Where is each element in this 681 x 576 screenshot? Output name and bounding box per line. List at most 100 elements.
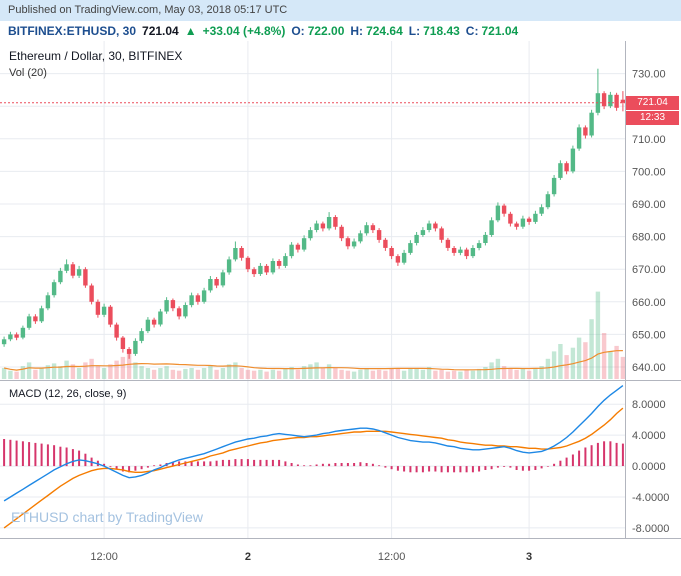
- candle-body: [70, 264, 76, 276]
- volume-bar: [533, 368, 538, 379]
- symbol-name[interactable]: BITFINEX:ETHUSD, 30: [8, 24, 137, 38]
- candle-body: [301, 238, 307, 250]
- macd-histogram-bar: [171, 462, 174, 467]
- candle-body: [51, 282, 57, 296]
- macd-histogram-bar: [140, 466, 143, 470]
- time-axis[interactable]: [0, 538, 681, 576]
- candle-body: [433, 223, 438, 229]
- candle-body: [508, 213, 513, 224]
- macd-histogram-bar: [396, 466, 399, 471]
- macd-histogram-bar: [271, 459, 274, 467]
- ohlc-open: O: 722.00: [291, 21, 344, 41]
- macd-histogram-bar: [296, 464, 299, 466]
- volume-bar: [295, 369, 301, 379]
- macd-histogram-bar: [521, 466, 524, 471]
- candle-body: [576, 127, 582, 149]
- low-value: 718.43: [423, 24, 460, 38]
- volume-bar: [476, 368, 482, 379]
- volume-bar: [33, 369, 38, 379]
- volume-bar: [239, 368, 244, 379]
- macd-histogram-bar: [284, 461, 287, 466]
- macd-histogram-bar: [353, 463, 356, 467]
- candle-body: [270, 261, 276, 273]
- candle-body: [245, 257, 251, 270]
- volume-bar: [101, 368, 107, 379]
- candle-body: [558, 163, 563, 178]
- volume-bar: [208, 366, 213, 379]
- macd-histogram-bar: [471, 466, 474, 473]
- high-value: 724.64: [366, 24, 403, 38]
- candle-body: [601, 93, 607, 107]
- macd-histogram-bar: [128, 466, 131, 473]
- volume-bar: [326, 364, 332, 379]
- macd-histogram-bar: [415, 466, 418, 473]
- candle-body: [526, 218, 532, 222]
- macd-histogram-bar: [196, 461, 199, 466]
- candle-body: [145, 319, 151, 332]
- macd-histogram-bar: [259, 459, 262, 467]
- volume-bar: [414, 368, 419, 379]
- candle-body: [326, 217, 332, 229]
- candle-body: [358, 233, 363, 242]
- macd-histogram-bar: [253, 459, 256, 467]
- candle-body: [620, 99, 626, 103]
- macd-histogram-bar: [446, 466, 449, 473]
- volume-bar: [176, 370, 182, 379]
- volume-bar: [133, 362, 138, 379]
- macd-histogram-bar: [303, 465, 306, 467]
- volume-bar: [120, 356, 126, 379]
- volume-bar: [408, 368, 413, 379]
- volume-bar: [1, 368, 7, 379]
- candle-body: [1, 339, 7, 345]
- candle-body: [8, 334, 13, 340]
- volume-bar: [39, 368, 44, 379]
- macd-histogram-bar: [378, 465, 381, 467]
- volume-bar: [351, 371, 357, 379]
- macd-histogram-bar: [115, 466, 118, 470]
- macd-histogram-bar: [515, 466, 518, 470]
- candle-body: [120, 337, 126, 349]
- last-price-badge: 721.04: [626, 96, 679, 110]
- candle-body: [20, 327, 26, 338]
- price-tick-label: 660.00: [632, 297, 666, 309]
- macd-histogram-bar: [421, 466, 424, 473]
- volume-bar: [345, 370, 351, 379]
- candle-body: [345, 238, 351, 247]
- candle-body: [208, 279, 213, 291]
- published-bar: Published on TradingView.com, May 03, 20…: [0, 0, 681, 21]
- macd-histogram-bar: [503, 466, 506, 467]
- price-tick-label: 730.00: [632, 69, 666, 81]
- candle-body: [283, 256, 288, 266]
- candle-body: [495, 205, 501, 221]
- macd-histogram-bar: [559, 460, 562, 467]
- macd-histogram-bar: [384, 466, 387, 468]
- candle-body: [470, 248, 476, 257]
- macd-histogram-bar: [334, 463, 337, 467]
- volume-bar: [170, 369, 176, 379]
- candle-body: [289, 244, 294, 257]
- candle-body: [295, 244, 301, 250]
- volume-bar: [520, 368, 526, 379]
- volume-bar: [376, 369, 382, 379]
- volume-bar: [8, 370, 13, 379]
- candle-body: [401, 252, 407, 263]
- volume-bar: [51, 363, 57, 379]
- candle-body: [458, 249, 463, 253]
- macd-histogram-bar: [346, 463, 349, 467]
- macd-histogram-bar: [534, 466, 537, 470]
- candle-body: [395, 256, 401, 263]
- volume-bar: [539, 366, 544, 379]
- volume-bar: [283, 368, 288, 379]
- volume-bar: [95, 366, 101, 379]
- volume-bar: [245, 369, 251, 379]
- price-tick-label: 650.00: [632, 329, 666, 341]
- macd-histogram-bar: [65, 447, 68, 467]
- candle-body: [314, 223, 319, 230]
- candle-body: [264, 265, 269, 273]
- macd-histogram-bar: [553, 463, 556, 467]
- macd-histogram-bar: [190, 461, 193, 466]
- volume-bar: [383, 370, 388, 379]
- candle-body: [108, 306, 113, 325]
- candle-body: [539, 207, 544, 214]
